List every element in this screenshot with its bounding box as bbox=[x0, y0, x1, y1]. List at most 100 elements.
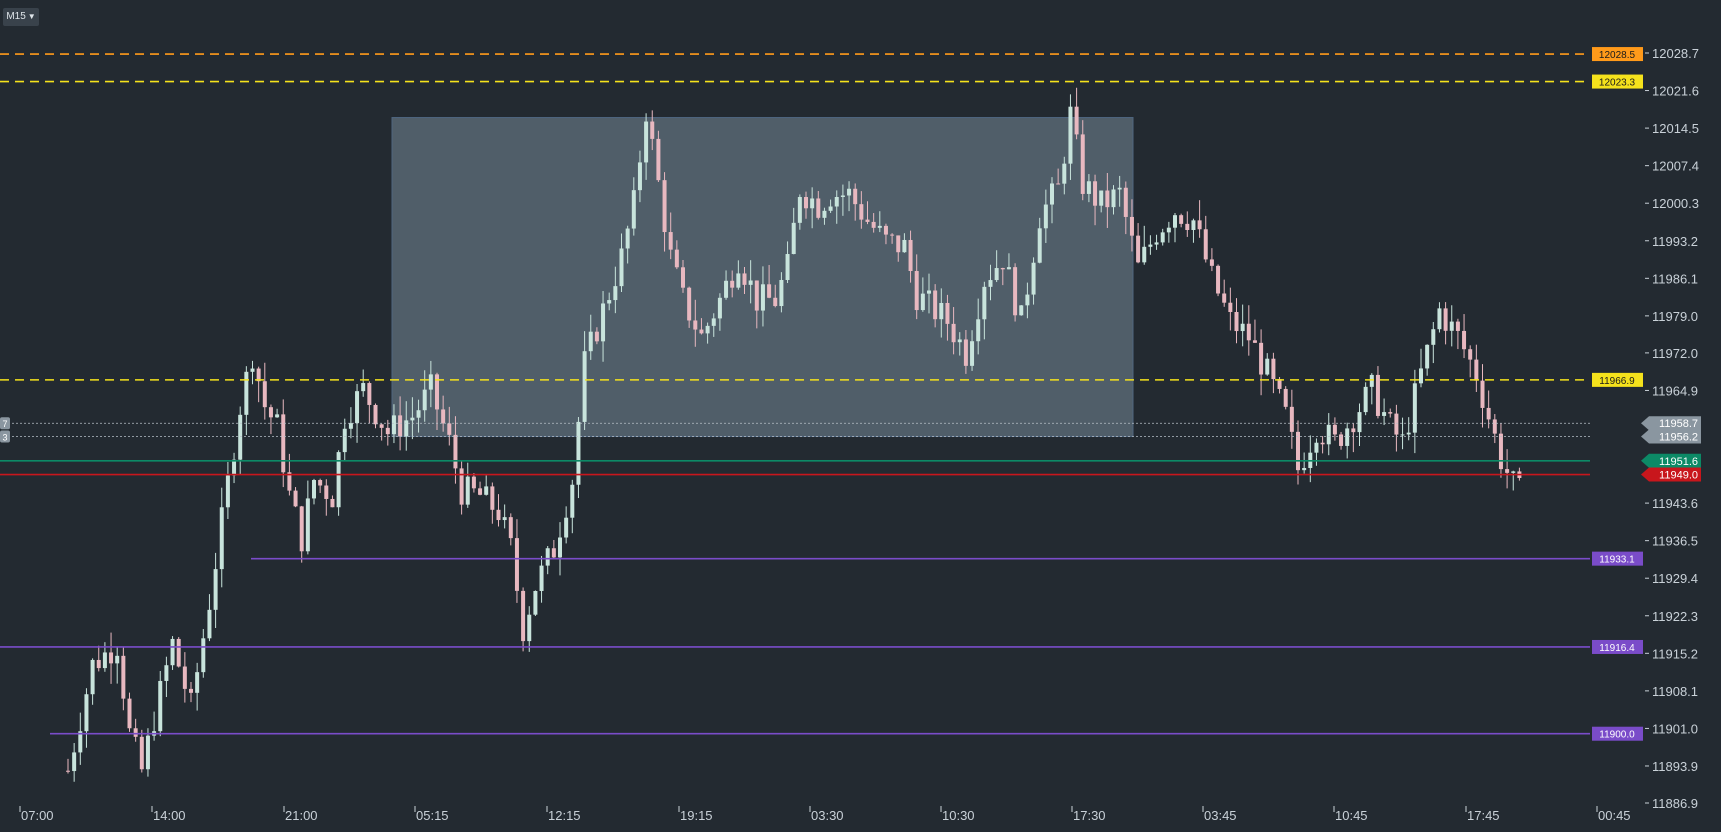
time-axis[interactable]: 07:00 14:00 21:00 05:15 12:15 19:15 03:30 10:30… bbox=[19, 806, 1631, 823]
candle-body bbox=[674, 249, 679, 268]
candle-body bbox=[527, 614, 532, 642]
candle-body bbox=[551, 548, 556, 558]
candle-body bbox=[1498, 433, 1503, 470]
candle-body bbox=[625, 228, 630, 249]
y-tick-label: 11915.2 bbox=[1652, 646, 1698, 661]
candle-body bbox=[1505, 469, 1510, 473]
svg-text:11966.9: 11966.9 bbox=[1599, 376, 1635, 387]
candle-body bbox=[367, 383, 372, 405]
candle-body bbox=[1222, 293, 1227, 303]
level-label: 11966.9 bbox=[1592, 372, 1643, 387]
svg-text:11900.0: 11900.0 bbox=[1599, 730, 1635, 741]
candle-body bbox=[478, 488, 483, 495]
candle-body bbox=[631, 190, 636, 229]
candle-body bbox=[182, 666, 187, 689]
svg-text:11956.2: 11956.2 bbox=[1659, 431, 1698, 443]
y-tick-label: 12014.5 bbox=[1652, 121, 1699, 136]
candle-body bbox=[1136, 235, 1141, 263]
candle-body bbox=[1394, 413, 1399, 435]
candle-body bbox=[496, 509, 501, 521]
candle-body bbox=[1511, 471, 1516, 473]
candle-body bbox=[1283, 388, 1288, 407]
y-tick-label: 12028.7 bbox=[1652, 46, 1699, 61]
candle-body bbox=[232, 459, 237, 476]
candle-body bbox=[1296, 431, 1300, 471]
candle-body bbox=[1363, 386, 1368, 413]
price-axis[interactable]: 12028.7 12021.6 12014.5 12007.4 12000.3 11993… bbox=[1645, 46, 1699, 811]
candle-body bbox=[994, 268, 999, 281]
candle-body bbox=[435, 374, 439, 410]
candle-body bbox=[84, 694, 89, 732]
candle-body bbox=[939, 302, 944, 320]
candle-body bbox=[816, 198, 821, 218]
candle-body bbox=[115, 655, 120, 664]
y-tick-label: 11908.1 bbox=[1652, 684, 1698, 699]
candle-body bbox=[1314, 442, 1319, 453]
candle-body bbox=[908, 239, 913, 272]
candle-body bbox=[268, 407, 273, 418]
candle-body bbox=[1006, 267, 1011, 270]
candle-body bbox=[687, 287, 692, 321]
x-tick-label: 05:15 bbox=[416, 808, 449, 823]
candle-body bbox=[225, 475, 230, 508]
y-tick-label: 11964.9 bbox=[1652, 383, 1698, 398]
candle-body bbox=[933, 290, 938, 320]
candle-body bbox=[791, 222, 796, 255]
candle-body bbox=[1412, 383, 1417, 433]
candle-body bbox=[1228, 302, 1233, 312]
candle-body bbox=[1357, 412, 1362, 433]
level-label: 11956.2 bbox=[1641, 429, 1701, 444]
candle-body bbox=[133, 728, 138, 737]
candle-body bbox=[810, 198, 815, 209]
candle-body bbox=[564, 517, 569, 538]
candle-body bbox=[398, 415, 403, 437]
candle-body bbox=[1117, 187, 1122, 190]
candle-body bbox=[742, 273, 747, 285]
candle-body bbox=[1179, 215, 1184, 224]
candle-body bbox=[1025, 294, 1030, 306]
candle-body bbox=[1234, 311, 1239, 332]
candle-body bbox=[471, 476, 476, 489]
svg-text:11958.7: 11958.7 bbox=[1659, 418, 1698, 430]
x-tick-label: 17:45 bbox=[1467, 808, 1500, 823]
candle-body bbox=[859, 204, 864, 220]
candle-body bbox=[1062, 163, 1067, 184]
candle-body bbox=[1320, 442, 1325, 445]
candle-body bbox=[748, 280, 753, 285]
candle-body bbox=[238, 414, 243, 460]
candle-body bbox=[428, 374, 433, 390]
x-tick-label: 17:30 bbox=[1073, 808, 1106, 823]
svg-text:11949.0: 11949.0 bbox=[1659, 470, 1698, 482]
candle-body bbox=[1480, 380, 1485, 408]
candle-body bbox=[1050, 183, 1054, 205]
candle-body bbox=[976, 319, 981, 342]
candle-body bbox=[379, 424, 384, 428]
candle-body bbox=[1332, 424, 1337, 435]
candle-body bbox=[1129, 216, 1134, 236]
candle-body bbox=[840, 195, 845, 197]
candle-body bbox=[164, 665, 169, 681]
x-tick-label: 10:30 bbox=[942, 808, 975, 823]
candle-body bbox=[804, 197, 808, 209]
candle-body bbox=[1203, 229, 1208, 260]
timeframe-button[interactable]: M15 ▼ bbox=[3, 8, 39, 26]
svg-text:11933.1: 11933.1 bbox=[1599, 555, 1635, 566]
candle-body bbox=[410, 417, 415, 421]
candle-body bbox=[293, 490, 298, 507]
candle-body bbox=[650, 121, 655, 139]
candle-body bbox=[490, 486, 495, 510]
candle-body bbox=[1142, 246, 1147, 263]
candle-body bbox=[902, 239, 907, 253]
candle-body bbox=[951, 323, 956, 343]
candle-body bbox=[189, 688, 193, 693]
candle-body bbox=[1425, 344, 1430, 369]
candle-body bbox=[1185, 223, 1190, 230]
x-tick-label: 21:00 bbox=[285, 808, 318, 823]
y-tick-label: 11993.2 bbox=[1652, 234, 1698, 249]
candle-body bbox=[539, 565, 544, 591]
candle-body bbox=[1388, 412, 1393, 414]
candle-body bbox=[1351, 428, 1356, 433]
candle-body bbox=[441, 409, 446, 424]
